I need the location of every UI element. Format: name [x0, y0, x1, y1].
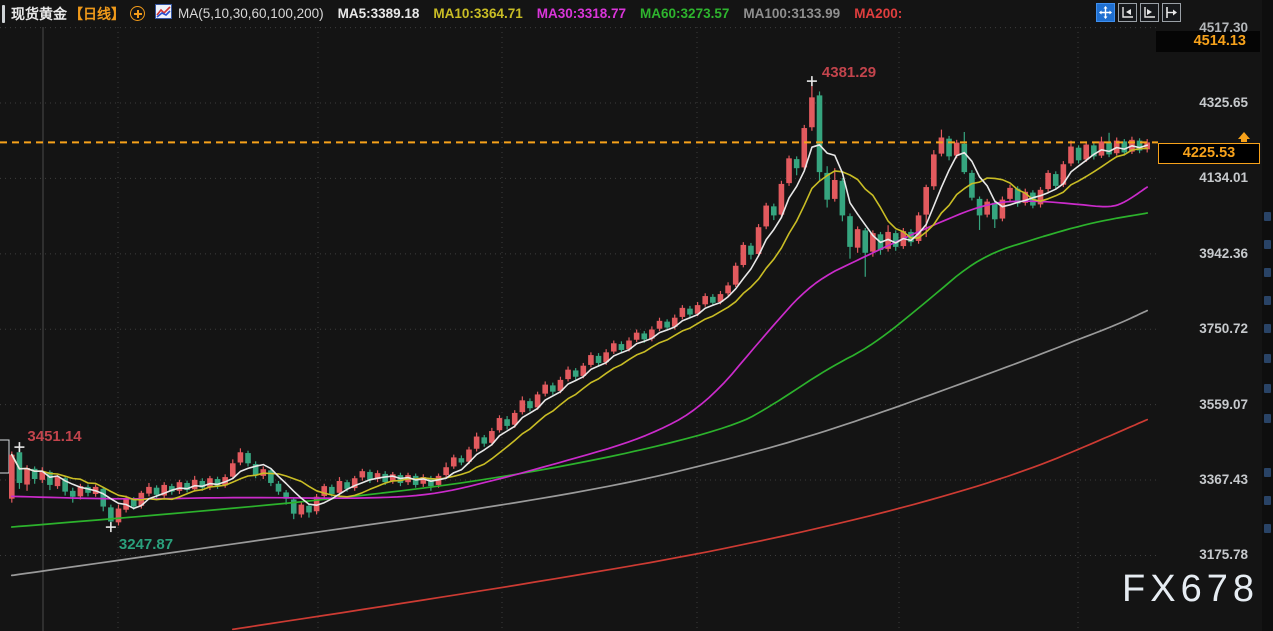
session-high-label: 4514.13 [1156, 31, 1260, 52]
ma-legend-ma200: MA200: [854, 6, 903, 21]
watermark: FX678 [1122, 568, 1259, 610]
y-axis-tick: 3942.36 [1199, 245, 1248, 261]
price-annotation: 4381.29 [822, 64, 876, 81]
clipped-sidebar-glyph [1264, 296, 1271, 305]
scale-right-icon [1144, 7, 1155, 18]
scale-left-tool-button[interactable] [1118, 3, 1137, 22]
clipped-sidebar-glyph [1264, 268, 1271, 277]
circle-plus-icon[interactable] [130, 6, 145, 21]
indicator-chart-icon[interactable] [155, 3, 172, 24]
price-axis[interactable]: 4514.13 4225.53 4517.30 4325.65 4134.01 394… [1156, 0, 1262, 631]
clipped-sidebar-glyph [1264, 414, 1271, 423]
clipped-sidebar-glyph [1264, 212, 1271, 221]
y-axis-tick: 3367.43 [1199, 472, 1248, 488]
pan-tool-button[interactable] [1096, 3, 1115, 22]
chart-toolbar [1096, 3, 1181, 22]
pan-move-icon [1099, 6, 1112, 19]
ma-legend-ma5: MA5:3389.18 [337, 6, 420, 21]
clipped-sidebar-glyph [1264, 384, 1271, 393]
scale-left-icon [1122, 7, 1133, 18]
clipped-sidebar-glyph [1264, 496, 1271, 505]
clipped-sidebar-glyph [1264, 240, 1271, 249]
price-alert-arrow-icon [1238, 132, 1250, 142]
clipped-sidebar-glyph [1264, 354, 1271, 363]
symbol-name: 现货黄金 [11, 5, 67, 22]
scale-right-tool-button[interactable] [1140, 3, 1159, 22]
price-annotation: 3247.87 [119, 536, 173, 553]
price-annotation: 3451.14 [27, 428, 82, 445]
timeframe-label[interactable]: 【日线】 [69, 5, 125, 22]
clipped-sidebar-glyph [1264, 524, 1271, 533]
y-axis-tick: 3559.07 [1199, 396, 1248, 412]
ma-settings-label[interactable]: MA(5,10,30,60,100,200) [178, 6, 324, 21]
y-axis-tick: 4134.01 [1199, 170, 1248, 186]
clipped-sidebar-glyph [1264, 468, 1271, 477]
y-axis-tick: 3750.72 [1199, 321, 1248, 337]
clipped-sidebar-glyph [1264, 324, 1271, 333]
y-axis-tick: 4517.30 [1199, 19, 1248, 35]
ma-legend-ma60: MA60:3273.57 [640, 6, 730, 21]
y-axis-tick: 3175.78 [1199, 547, 1248, 563]
reset-view-icon [1166, 7, 1177, 18]
ma-legend-ma10: MA10:3364.71 [433, 6, 523, 21]
ma-legend: MA5:3389.18 MA10:3364.71 MA30:3318.77 MA60:… [324, 6, 903, 21]
current-price-label: 4225.53 [1158, 143, 1260, 165]
left-edge-handle [2, 4, 5, 23]
chart-header: 现货黄金 【日线】 MA(5,10,30,60,100,200) MA5:338… [0, 0, 1273, 27]
reset-view-tool-button[interactable] [1162, 3, 1181, 22]
right-edge-strip [1262, 0, 1273, 631]
y-axis-tick: 4325.65 [1199, 95, 1248, 110]
ma-legend-ma30: MA30:3318.77 [536, 6, 627, 21]
ma-legend-ma100: MA100:3133.99 [743, 6, 841, 21]
